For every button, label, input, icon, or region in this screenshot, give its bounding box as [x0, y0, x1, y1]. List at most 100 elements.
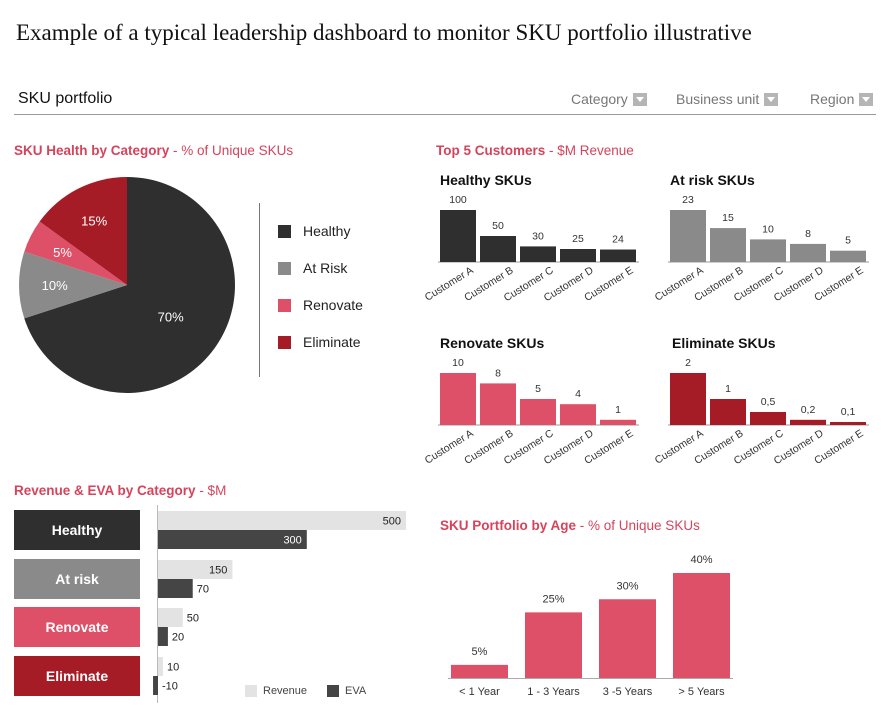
- legend-label: Healthy: [303, 223, 351, 239]
- region-filter[interactable]: Region: [810, 91, 874, 107]
- sku-health-legend: Healthy At Risk Renovate Eliminate: [278, 223, 363, 350]
- legend-renovate: Renovate: [278, 297, 363, 313]
- top-customers-section-title: Top 5 Customers - $M Revenue: [436, 143, 634, 158]
- data-label: 150: [209, 565, 227, 577]
- category-box-healthy: Healthy: [14, 510, 140, 550]
- pie-slice-eliminate: [39, 177, 128, 285]
- bar-customer-c: [520, 399, 556, 425]
- data-label: 1: [725, 383, 731, 395]
- pie-slice-at-risk: [19, 251, 128, 319]
- sku-health-title: SKU Health by Category: [14, 143, 170, 158]
- data-label: 70: [197, 584, 209, 596]
- legend-label: At Risk: [303, 260, 348, 276]
- data-label: 1: [615, 404, 621, 416]
- legend-label-revenue: Revenue: [263, 685, 308, 697]
- renovate-skus-title: Renovate SKUs: [440, 335, 545, 351]
- pie-label-at-risk: 10%: [42, 278, 68, 293]
- bar-renovate-eva: [158, 627, 168, 646]
- category-filter-label: Category: [571, 91, 628, 107]
- data-label: 8: [495, 367, 501, 379]
- data-label: 5: [845, 235, 851, 247]
- business-unit-filter-label: Business unit: [676, 91, 760, 107]
- data-label: 50: [492, 220, 504, 232]
- data-label: 2: [685, 357, 691, 369]
- legend-healthy: Healthy: [278, 223, 363, 239]
- bar-customer-d: [790, 243, 826, 262]
- bar-1-year: [451, 664, 508, 678]
- sku-health-section-title: SKU Health by Category - % of Unique SKU…: [14, 143, 293, 158]
- bar-customer-e: [830, 422, 866, 425]
- bar-customer-c: [750, 239, 786, 262]
- bar-customer-d: [790, 419, 826, 425]
- topbar-divider: [14, 114, 876, 115]
- bar-customer-d: [560, 249, 596, 262]
- age-subtitle: - % of Unique SKUs: [576, 518, 700, 533]
- legend-label-eva: EVA: [345, 685, 367, 697]
- legend-swatch: [278, 335, 291, 349]
- tick-label: 1 - 3 Years: [527, 686, 580, 698]
- bar-customer-b: [710, 399, 746, 425]
- data-label: 24: [612, 234, 624, 246]
- bar-3-5-years: [599, 599, 656, 678]
- category-box-renovate: Renovate: [14, 607, 140, 647]
- legend-eliminate: Eliminate: [278, 334, 363, 350]
- legend-swatch: [278, 224, 291, 238]
- category-box-eliminate: Eliminate: [14, 656, 140, 696]
- legend-swatch-eva: [327, 685, 340, 697]
- data-label: -10: [162, 681, 178, 693]
- legend-label: Renovate: [303, 297, 363, 313]
- bar-customer-a: [670, 373, 706, 425]
- bar-5-years: [673, 573, 730, 678]
- pie-label-renovate: 5%: [53, 245, 72, 260]
- bar-healthy-eva: [158, 530, 307, 549]
- bar-eliminate-eva: [153, 676, 158, 695]
- chevron-down-icon: [632, 92, 647, 106]
- page-title: Example of a typical leadership dashboar…: [16, 20, 752, 45]
- data-label: 500: [383, 516, 401, 528]
- data-label: 25%: [542, 593, 564, 605]
- data-label: 23: [682, 194, 694, 206]
- data-label: 5: [535, 383, 541, 395]
- chevron-down-icon: [859, 92, 874, 106]
- revenue-eva-subtitle: - $M: [195, 483, 227, 498]
- bar-customer-c: [750, 412, 786, 425]
- data-label: 4: [575, 388, 581, 400]
- data-label: 8: [805, 228, 811, 240]
- legend-divider: [259, 203, 260, 377]
- data-label: 10: [167, 662, 179, 674]
- category-filter[interactable]: Category: [571, 91, 647, 107]
- bar-at-risk-eva: [158, 579, 193, 598]
- data-label: 0,1: [841, 406, 856, 418]
- bar-healthy-revenue: [158, 511, 406, 530]
- legend-at-risk: At Risk: [278, 260, 363, 276]
- revenue-eva-section-title: Revenue & EVA by Category - $M: [14, 483, 226, 498]
- data-label: 40%: [690, 554, 712, 566]
- data-label: 50: [187, 613, 199, 625]
- tick-label: < 1 Year: [459, 686, 500, 698]
- at-risk-skus-title: At risk SKUs: [670, 172, 755, 188]
- bar-customer-a: [440, 373, 476, 425]
- bar-renovate-revenue: [158, 608, 183, 627]
- pie-label-eliminate: 15%: [81, 214, 107, 229]
- age-bar-chart: 5% < 1 Year 25% 1 - 3 Years 30% 3 -5 Years 40%…: [448, 554, 733, 698]
- data-label: 10: [452, 357, 464, 369]
- business-unit-filter[interactable]: Business unit: [676, 91, 779, 107]
- legend-label: Eliminate: [303, 334, 361, 350]
- healthy-skus-title: Healthy SKUs: [440, 172, 532, 188]
- top-customers-title: Top 5 Customers: [436, 143, 546, 158]
- data-label: 300: [283, 535, 301, 547]
- bar-customer-c: [520, 246, 556, 262]
- data-label: 100: [449, 194, 467, 206]
- revenue-eva-title: Revenue & EVA by Category: [14, 483, 196, 498]
- region-filter-label: Region: [810, 91, 855, 107]
- category-box-at-risk: At risk: [14, 559, 140, 599]
- bar-customer-e: [830, 250, 866, 262]
- bar-customer-d: [560, 404, 596, 425]
- data-label: 20: [172, 632, 184, 644]
- bar-eliminate-revenue: [158, 657, 163, 676]
- top-customers-subtitle: - $M Revenue: [545, 143, 634, 158]
- data-label: 5%: [472, 646, 488, 658]
